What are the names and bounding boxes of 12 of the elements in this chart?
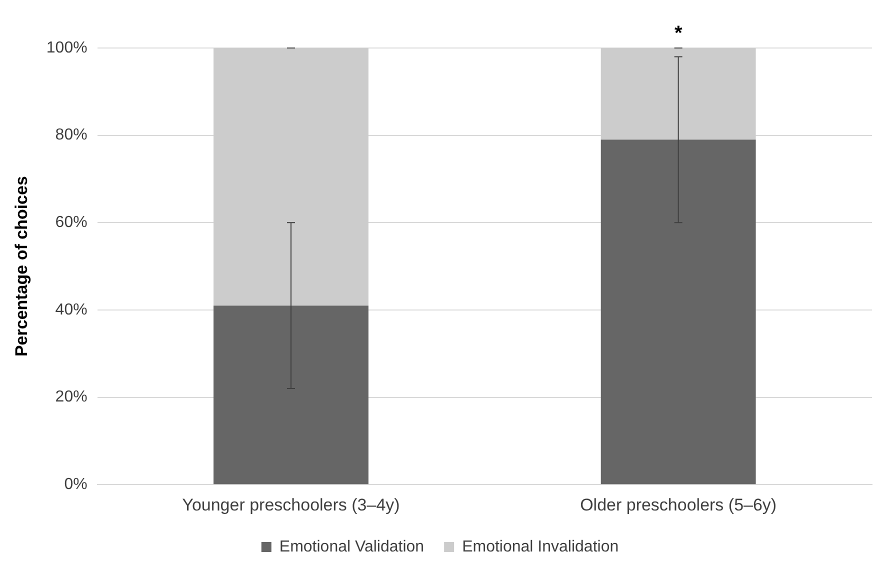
legend-label: Emotional Invalidation: [462, 538, 619, 556]
y-tick-label: 0%: [64, 476, 88, 494]
annotation: *: [674, 22, 682, 45]
y-tick-label: 20%: [55, 388, 88, 406]
y-axis-title: Percentage of choices: [12, 176, 31, 357]
y-tick-label: 40%: [55, 301, 88, 318]
y-tick-label: 100%: [46, 39, 88, 56]
y-tick-label: 60%: [55, 214, 88, 232]
x-tick-label: Older preschoolers (5–6y): [580, 495, 777, 514]
x-tick-label: Younger preschoolers (3–4y): [182, 495, 400, 514]
legend-label: Emotional Validation: [279, 538, 424, 556]
y-tick-label: 80%: [55, 126, 88, 144]
